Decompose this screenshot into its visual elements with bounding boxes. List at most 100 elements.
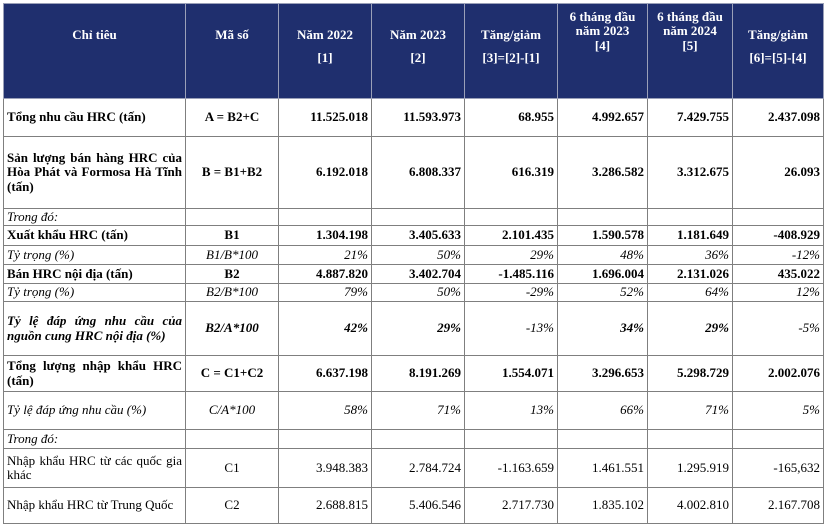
header-2022: Năm 2022 [1] [278,3,372,99]
value-h1-2024: 2.131.026 [647,264,733,284]
row-code: B1/B*100 [185,245,279,265]
header-h1-2023: 6 tháng đầu năm 2023 [4] [557,3,648,99]
value-change-1: -29% [464,283,558,302]
value-h1-2024: 1.295.919 [647,448,733,488]
value-h1-2023: 48% [557,245,648,265]
table-row: Tổng lượng nhập khẩu HRC (tấn) C = C1+C2… [3,355,824,392]
table-row: Bán HRC nội địa (tấn) B2 4.887.820 3.402… [3,264,824,284]
value-change-2: 2.002.076 [732,355,824,392]
row-label: Trong đó: [3,429,186,449]
value-h1-2024: 64% [647,283,733,302]
row-label: Nhập khẩu HRC từ Trung Quốc [3,487,186,524]
value-change-2: 435.022 [732,264,824,284]
value-2023 [371,208,465,226]
value-2023: 5.406.546 [371,487,465,524]
value-change-2: -165,632 [732,448,824,488]
value-change-1: -13% [464,301,558,356]
row-code: B1 [185,225,279,246]
value-2022: 79% [278,283,372,302]
row-label: Sản lượng bán hàng HRC của Hòa Phát và F… [3,136,186,209]
value-change-2: 26.093 [732,136,824,209]
value-2022: 42% [278,301,372,356]
value-2023: 50% [371,245,465,265]
value-2023: 50% [371,283,465,302]
table-row: Tỷ lệ đáp ứng nhu cầu (%) C/A*100 58% 71… [3,391,824,430]
value-h1-2024: 3.312.675 [647,136,733,209]
value-h1-2023: 66% [557,391,648,430]
table-row: Tỷ trọng (%) B1/B*100 21% 50% 29% 48% 36… [3,245,824,265]
value-2022: 21% [278,245,372,265]
value-change-1: 13% [464,391,558,430]
value-h1-2023: 1.835.102 [557,487,648,524]
value-2022: 6.637.198 [278,355,372,392]
table-row: Tỷ lệ đáp ứng nhu cầu của nguồn cung HRC… [3,301,824,356]
value-2022: 6.192.018 [278,136,372,209]
value-h1-2024: 5.298.729 [647,355,733,392]
value-h1-2024 [647,208,733,226]
value-h1-2024: 4.002.810 [647,487,733,524]
value-h1-2023: 3.286.582 [557,136,648,209]
value-h1-2023: 1.590.578 [557,225,648,246]
value-change-1 [464,208,558,226]
header-row: Chỉ tiêu Mã số Năm 2022 [1] Năm 2023 [2] T… [3,3,824,99]
row-code: C = C1+C2 [185,355,279,392]
value-h1-2023: 4.992.657 [557,98,648,137]
row-label: Trong đó: [3,208,186,226]
value-h1-2023: 34% [557,301,648,356]
value-h1-2024: 29% [647,301,733,356]
table-row: Trong đó: [3,429,824,449]
value-2022 [278,208,372,226]
value-change-2: 12% [732,283,824,302]
value-change-1: -1.163.659 [464,448,558,488]
row-label: Bán HRC nội địa (tấn) [3,264,186,284]
value-2022: 2.688.815 [278,487,372,524]
value-2023: 11.593.973 [371,98,465,137]
value-h1-2023: 1.461.551 [557,448,648,488]
header-change-2: Tăng/giảm [6]=[5]-[4] [732,3,824,99]
row-code: C1 [185,448,279,488]
value-change-2 [732,208,824,226]
row-code: A = B2+C [185,98,279,137]
value-2023: 3.405.633 [371,225,465,246]
value-change-2: 5% [732,391,824,430]
value-2023: 8.191.269 [371,355,465,392]
value-2022 [278,429,372,449]
table-row: Sản lượng bán hàng HRC của Hòa Phát và F… [3,136,824,209]
value-h1-2024: 36% [647,245,733,265]
row-code: B2/A*100 [185,301,279,356]
row-label: Nhập khẩu HRC từ các quốc gia khác [3,448,186,488]
value-2023: 6.808.337 [371,136,465,209]
value-change-2: -408.929 [732,225,824,246]
row-label: Tổng nhu cầu HRC (tấn) [3,98,186,137]
value-h1-2024: 1.181.649 [647,225,733,246]
row-code: C/A*100 [185,391,279,430]
row-label: Tỷ trọng (%) [3,283,186,302]
table-row: Tỷ trọng (%) B2/B*100 79% 50% -29% 52% 6… [3,283,824,302]
value-h1-2023 [557,208,648,226]
value-h1-2024 [647,429,733,449]
value-change-1: 2.101.435 [464,225,558,246]
row-label: Tỷ lệ đáp ứng nhu cầu (%) [3,391,186,430]
value-2023 [371,429,465,449]
header-h1-2024: 6 tháng đầu năm 2024 [5] [647,3,733,99]
table-row: Nhập khẩu HRC từ các quốc gia khác C1 3.… [3,448,824,488]
value-h1-2023: 1.696.004 [557,264,648,284]
row-code [185,208,279,226]
row-code: B = B1+B2 [185,136,279,209]
row-label: Xuất khẩu HRC (tấn) [3,225,186,246]
table-row: Trong đó: [3,208,824,226]
value-h1-2023 [557,429,648,449]
table-row: Xuất khẩu HRC (tấn) B1 1.304.198 3.405.6… [3,225,824,246]
value-2022: 3.948.383 [278,448,372,488]
value-change-2: 2.167.708 [732,487,824,524]
value-2023: 3.402.704 [371,264,465,284]
row-code: B2/B*100 [185,283,279,302]
header-code: Mã số [185,3,279,99]
value-h1-2024: 7.429.755 [647,98,733,137]
row-code [185,429,279,449]
header-change-1: Tăng/giảm [3]=[2]-[1] [464,3,558,99]
row-label: Tỷ trọng (%) [3,245,186,265]
header-indicator: Chỉ tiêu [3,3,186,99]
value-2022: 58% [278,391,372,430]
value-2023: 2.784.724 [371,448,465,488]
